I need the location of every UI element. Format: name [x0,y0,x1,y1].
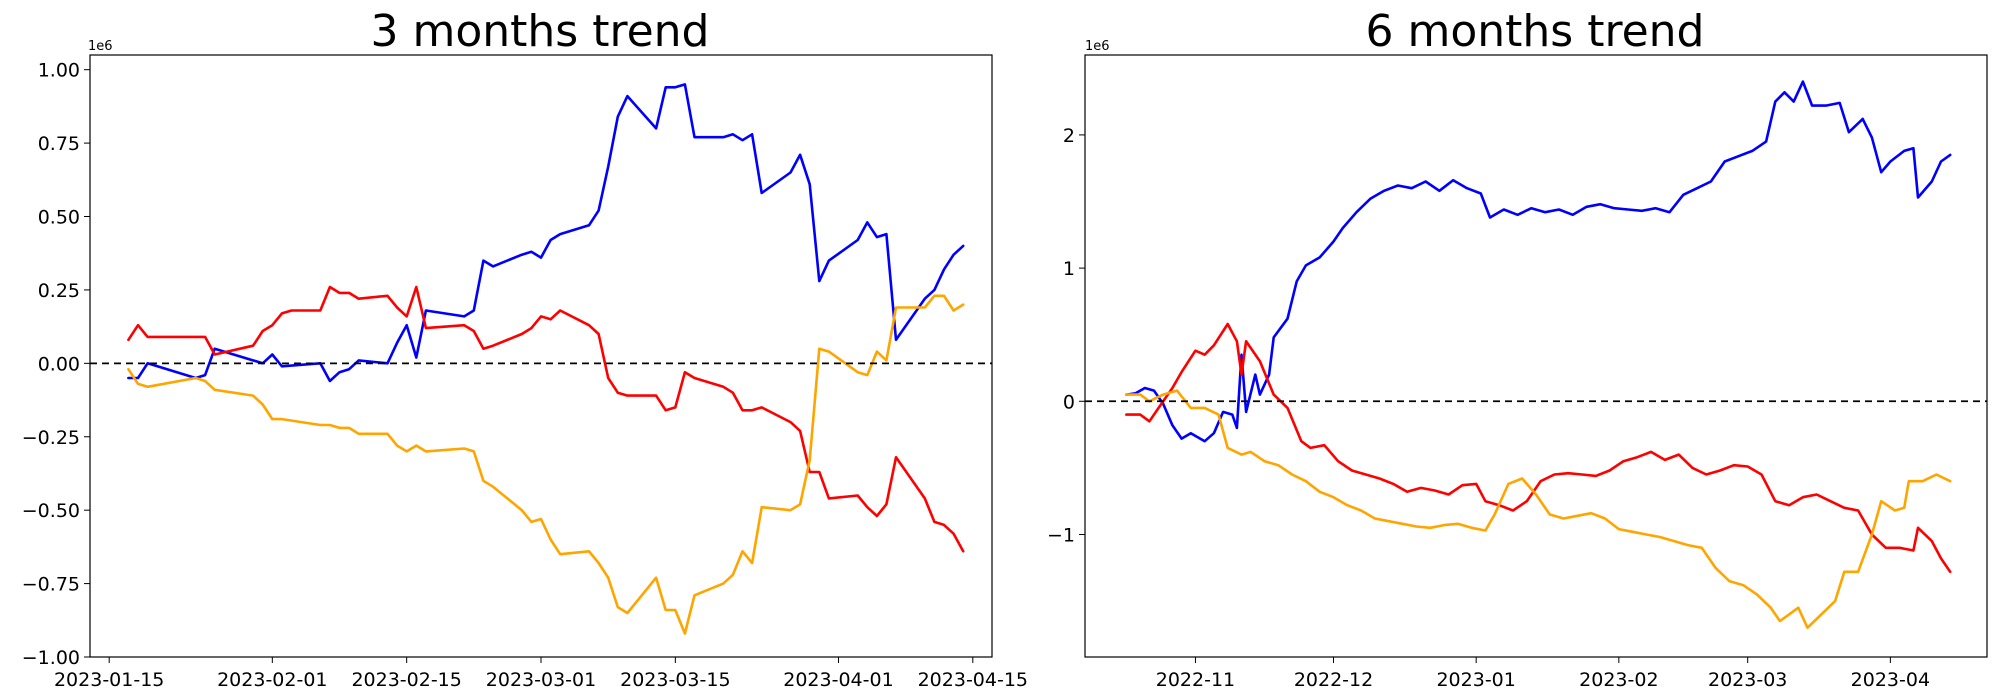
x-tick-label: 2023-04 [1851,669,1930,691]
chart-title: 3 months trend [371,6,710,57]
y-tick-label: 0.00 [38,353,80,375]
y-tick-label: −1.00 [22,647,80,669]
y-tick-label: 0.25 [38,280,80,302]
chart-3-months-trend: 3 months trend 1e6 1.00 0.75 0.50 0.25 0.00 −… [22,6,1028,691]
y-axis: 1.00 0.75 0.50 0.25 0.00 −0.25 −0.50 −0.75 −1.00 [22,60,90,669]
x-tick-label: 2022-12 [1294,669,1373,691]
chart-title: 6 months trend [1366,6,1705,57]
y-tick-label: 0 [1063,391,1075,413]
axes-frame [89,54,993,658]
y-tick-label: −0.75 [22,574,80,596]
x-tick-label: 2023-01-15 [54,669,164,691]
series-line-2 [1125,322,1952,574]
y-tick-label: −1 [1047,524,1075,546]
series-line-1 [127,83,965,383]
series-line-1 [1125,80,1952,443]
y-tick-label: 0.75 [38,133,80,155]
y-tick-label: −0.25 [22,427,80,449]
x-tick-label: 2023-02-01 [217,669,327,691]
y-axis: 2 1 0 −1 [1047,125,1085,546]
x-tick-label: 2023-04-15 [918,669,1028,691]
y-tick-label: 2 [1063,125,1075,147]
axes-frame [1084,54,1988,658]
x-tick-label: 2023-02-15 [351,669,461,691]
chart-6-months-trend: 6 months trend 1e6 210−1 2022-11 2022-12 2… [1047,6,1988,691]
x-tick-label: 2023-04-01 [783,669,893,691]
y-tick-label: 1 [1063,258,1075,280]
y-axis-scale-note: 1e6 [88,39,113,54]
series-line-3 [127,294,965,635]
x-tick-label: 2023-03 [1708,669,1787,691]
plot-area [90,83,992,635]
plot-area [1085,80,1987,629]
series-line-3 [1125,389,1952,629]
x-tick-label: 2023-01 [1436,669,1515,691]
x-tick-label: 2023-03-15 [620,669,730,691]
y-tick-label: 0.50 [38,207,80,229]
x-tick-label: 2023-03-01 [486,669,596,691]
y-tick-label: 1.00 [38,60,80,82]
series-line-2 [127,285,965,553]
x-tick-label: 2023-02 [1579,669,1658,691]
y-axis-scale-note: 1e6 [1085,39,1110,54]
x-axis: 2022-11 2022-12 2023-01 2023-02 2023-03 2023-… [1156,657,1930,691]
x-tick-label: 2022-11 [1156,669,1235,691]
y-tick-label: −0.50 [22,500,80,522]
x-axis: 2023-01-15 2023-02-01 2023-02-15 2023-03-01… [54,657,1028,691]
